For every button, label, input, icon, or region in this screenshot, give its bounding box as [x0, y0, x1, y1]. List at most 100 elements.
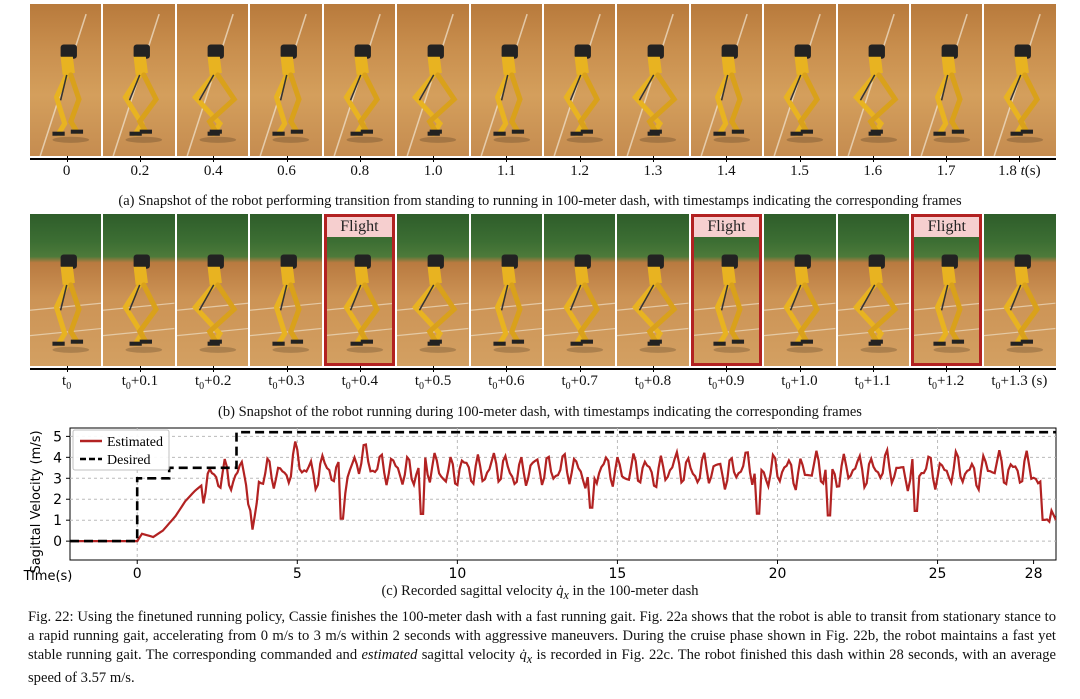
timeline-label: 1.1: [496, 163, 516, 179]
robot-image: [690, 254, 763, 353]
timeline-tick: [286, 366, 288, 372]
y-tick-label: 1: [53, 513, 62, 529]
timeline-label: t0+0.5: [414, 373, 452, 392]
timeline-tick: [359, 156, 361, 162]
timeline-label: t0+0.3: [268, 373, 305, 392]
robot-image: [333, 13, 383, 156]
x-tick-label: 15: [609, 566, 627, 582]
snapshot-frame: [103, 4, 177, 156]
caption-c-subscript: x: [563, 587, 569, 602]
timeline-tick: [579, 156, 581, 162]
timeline-tick: [433, 366, 435, 372]
figure-caption-part2: sagittal velocity: [421, 647, 516, 663]
timeline-label: t0: [62, 373, 72, 392]
snapshot-frame: [470, 214, 544, 366]
snapshot-frame: [911, 4, 985, 156]
robot-image: [176, 254, 249, 353]
timeline-tick: [139, 366, 141, 372]
snapshot-frame: [250, 214, 324, 366]
timeline-tick: [66, 156, 68, 162]
robot-image: [617, 254, 689, 353]
robot-image: [112, 13, 163, 156]
timeline-axis-a: [30, 158, 1056, 160]
timeline-label: t0+0.8: [634, 373, 672, 392]
snapshot-frame: [176, 4, 251, 156]
timeline-tick: [652, 156, 654, 162]
figure-caption-emph: estimated: [361, 647, 418, 663]
legend-label-desired: Desired: [107, 453, 151, 468]
timeline-label: t0+1.1: [854, 373, 891, 392]
timeline-label: 0.4: [203, 163, 223, 179]
x-tick-label: 20: [769, 566, 787, 582]
robot-image: [323, 254, 396, 353]
timeline-label: t0+1.2: [927, 373, 965, 392]
snapshot-frame: [250, 4, 324, 156]
timeline-tick: [213, 156, 215, 162]
snapshot-strip-a: [30, 4, 1056, 156]
timeline-label: 1.0: [423, 163, 443, 179]
timeline-label: 1.7: [936, 163, 956, 179]
timeline-label: 1.3: [643, 163, 663, 179]
x-tick-label: 0: [133, 566, 142, 582]
snapshot-frame: [323, 4, 398, 156]
timeline-label: 1.4: [716, 163, 736, 179]
timeline-tick: [506, 156, 508, 162]
timeline-label: t0+0.6: [488, 373, 525, 392]
velocity-chart: 0 5 10 15 20 25 28 0 1 2 3 4 5 Sagittal Velocity (m/s…: [23, 427, 1057, 584]
timeline-label: t0+1.3 (s): [991, 373, 1048, 392]
timeline-tick: [579, 366, 581, 372]
robot-image: [837, 254, 910, 353]
snapshot-frame: [690, 4, 765, 156]
series-desired: [70, 430, 1056, 543]
robot-image: [920, 13, 971, 156]
caption-c-symbol: q̇: [556, 583, 564, 599]
snapshot-frame: [176, 214, 251, 366]
snapshot-frame: [30, 4, 104, 156]
figure-caption-symbol: q̇: [519, 647, 527, 663]
flight-label: Flight: [914, 217, 980, 237]
snapshot-frame: [397, 4, 471, 156]
timeline-tick: [726, 156, 728, 162]
caption-c-suffix: in the 100-meter dash: [572, 583, 699, 599]
timeline-tick: [872, 366, 874, 372]
timeline-tick: [139, 156, 141, 162]
robot-image: [984, 254, 1056, 353]
flight-highlight-box: Flight: [323, 214, 396, 366]
snapshot-frame: [30, 214, 104, 366]
timeline-label: 1.5: [790, 163, 809, 179]
timeline-label: 1.8 t(s): [998, 163, 1041, 179]
robot-image: [30, 254, 102, 353]
timeline-tick: [946, 366, 948, 372]
caption-c: (c) Recorded sagittal velocity q̇x in th…: [0, 583, 1080, 603]
x-axis-label: Time(s): [23, 569, 73, 584]
flight-label: Flight: [326, 217, 393, 237]
robot-image: [397, 254, 469, 353]
snapshot-frame: Flight: [690, 214, 765, 366]
snapshot-frame: [397, 214, 471, 366]
robot-image: [480, 13, 530, 156]
snapshot-frame: [984, 4, 1056, 156]
timeline-label: 0.6: [277, 163, 296, 179]
robot-image: [764, 254, 836, 353]
flight-label: Flight: [693, 217, 760, 237]
timeline-label: t0+0.2: [195, 373, 232, 392]
timeline-tick: [1019, 366, 1021, 372]
robot-image: [543, 254, 616, 353]
timeline-label: t0+0.1: [121, 373, 159, 392]
snapshot-frame: [103, 214, 177, 366]
snapshot-frame: Flight: [323, 214, 398, 366]
robot-image: [626, 13, 678, 156]
flight-highlight-box: Flight: [690, 214, 763, 366]
figure-caption-part3: is recorded in Fig. 22c. The robot finis…: [28, 647, 1056, 686]
snapshot-frame: Flight: [911, 214, 985, 366]
snapshot-strip-b: Flight Flight Flight: [30, 214, 1056, 366]
series-estimated: [70, 441, 1056, 543]
y-tick-label: 2: [53, 492, 62, 508]
y-tick-label: 0: [53, 534, 62, 550]
timeline-label: 1.2: [570, 163, 590, 179]
caption-b: (b) Snapshot of the robot running during…: [218, 404, 862, 420]
timeline-label: 0: [62, 163, 71, 179]
timeline-axis-b: [30, 368, 1056, 370]
timeline-tick: [359, 366, 361, 372]
snapshot-frame: [837, 4, 912, 156]
